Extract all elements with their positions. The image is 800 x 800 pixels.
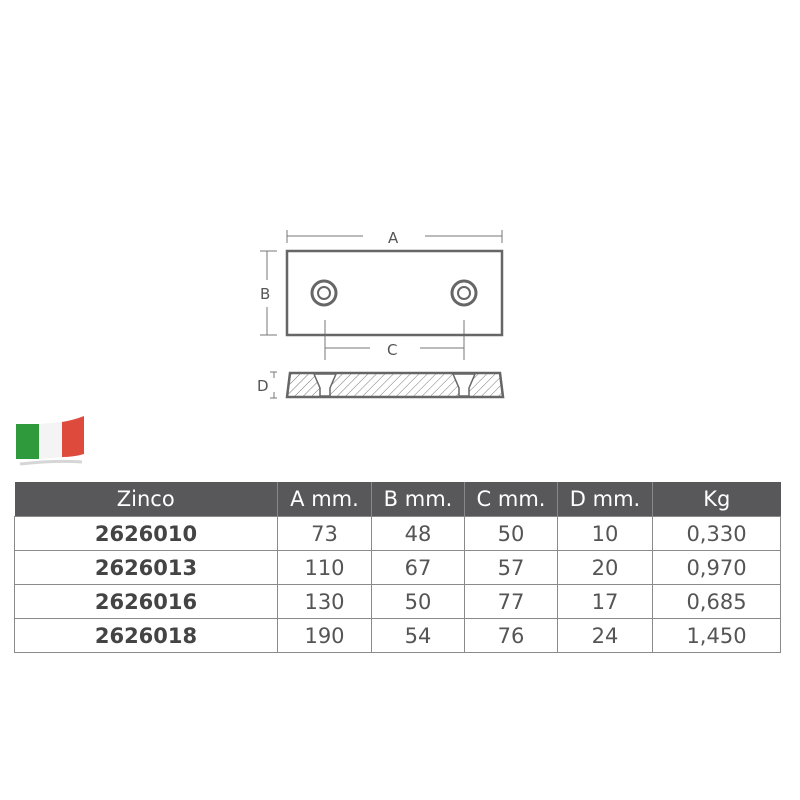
anode-section-view xyxy=(285,371,505,399)
dimension-b-label: B xyxy=(260,285,270,303)
cell-a: 130 xyxy=(277,584,372,619)
cell-b: 50 xyxy=(371,584,465,619)
cell-d: 17 xyxy=(557,584,653,619)
anode-dimension-drawing: A B C D xyxy=(257,229,505,399)
cell-d: 10 xyxy=(557,516,653,551)
cell-kg: 0,330 xyxy=(652,516,781,551)
dimension-a-label: A xyxy=(388,229,399,247)
table-row: 2626018 190 54 76 24 1,450 xyxy=(14,618,781,653)
anode-top-view xyxy=(285,249,504,337)
table-row: 2626013 110 67 57 20 0,970 xyxy=(14,550,781,585)
cell-code: 2626013 xyxy=(14,550,278,585)
cell-b: 48 xyxy=(371,516,465,551)
cell-code: 2626010 xyxy=(14,516,278,551)
cell-b: 54 xyxy=(371,618,465,653)
specifications-table: Zinco A mm. B mm. C mm. D mm. Kg 2626010… xyxy=(14,482,781,653)
cell-a: 190 xyxy=(277,618,372,653)
column-header-zinco: Zinco xyxy=(14,482,278,517)
cell-code: 2626016 xyxy=(14,584,278,619)
cell-a: 73 xyxy=(277,516,372,551)
cell-kg: 0,685 xyxy=(652,584,781,619)
dimension-d-label: D xyxy=(257,377,269,395)
cell-kg: 0,970 xyxy=(652,550,781,585)
column-header-a: A mm. xyxy=(277,482,372,517)
cell-c: 77 xyxy=(464,584,558,619)
cell-a: 110 xyxy=(277,550,372,585)
table-row: 2626016 130 50 77 17 0,685 xyxy=(14,584,781,619)
cell-c: 50 xyxy=(464,516,558,551)
column-header-c: C mm. xyxy=(464,482,558,517)
cell-code: 2626018 xyxy=(14,618,278,653)
cell-d: 24 xyxy=(557,618,653,653)
mounting-hole-icon xyxy=(310,279,478,307)
italy-flag-icon xyxy=(16,416,84,466)
cell-kg: 1,450 xyxy=(652,618,781,653)
column-header-d: D mm. xyxy=(557,482,653,517)
table-row: 2626010 73 48 50 10 0,330 xyxy=(14,516,781,551)
cell-b: 67 xyxy=(371,550,465,585)
cell-c: 57 xyxy=(464,550,558,585)
column-header-b: B mm. xyxy=(371,482,465,517)
cell-d: 20 xyxy=(557,550,653,585)
table-header-row: Zinco A mm. B mm. C mm. D mm. Kg xyxy=(14,482,781,517)
column-header-kg: Kg xyxy=(652,482,781,517)
dimension-c-label: C xyxy=(387,341,397,359)
cell-c: 76 xyxy=(464,618,558,653)
